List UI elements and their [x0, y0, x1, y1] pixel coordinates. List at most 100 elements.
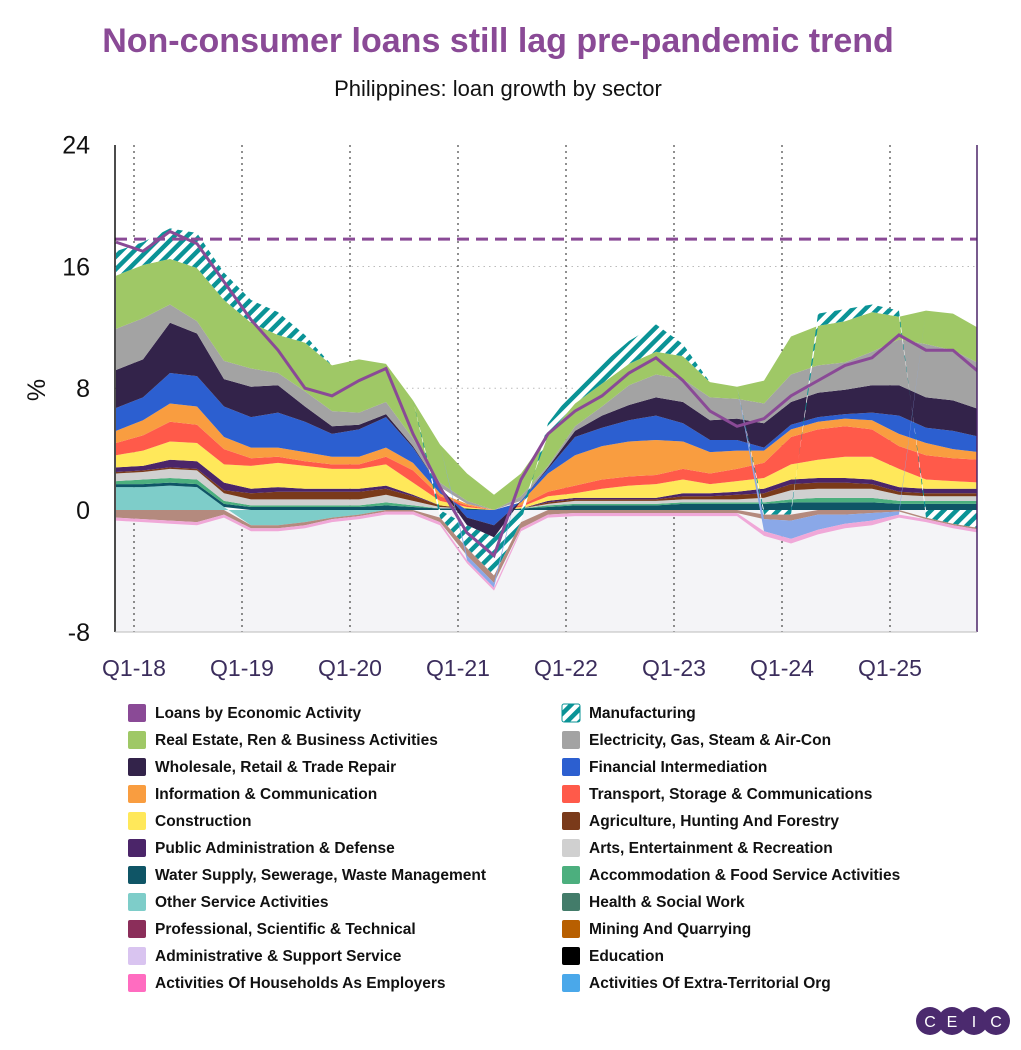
legend-item[interactable]: Water Supply, Sewerage, Waste Management: [128, 866, 486, 884]
legend-label: Activities Of Extra-Territorial Org: [589, 975, 831, 992]
legend-label: Mining And Quarrying: [589, 921, 751, 938]
legend-label: Financial Intermediation: [589, 759, 767, 776]
x-tick-label: Q1-23: [642, 655, 706, 681]
area-manufacturing: [116, 228, 977, 576]
legend-swatch: [128, 704, 146, 722]
legend-item[interactable]: Professional, Scientific & Technical: [128, 920, 416, 938]
logo-letter: C: [924, 1014, 936, 1031]
legend-swatch: [128, 893, 146, 911]
legend-swatch: [128, 758, 146, 776]
area-agriculture-hunting-and-forestry: [116, 467, 977, 510]
legend-item[interactable]: Administrative & Support Service: [128, 947, 402, 965]
legend-item[interactable]: Wholesale, Retail & Trade Repair: [128, 758, 396, 776]
legend-swatch: [562, 839, 580, 857]
x-tick-label: Q1-19: [210, 655, 274, 681]
legend-label: Arts, Entertainment & Recreation: [589, 840, 833, 857]
y-axis-label: %: [23, 379, 51, 401]
y-tick-label: 16: [62, 253, 90, 281]
y-tick-label: -8: [68, 619, 90, 647]
area-construction: [116, 441, 977, 510]
legend-item[interactable]: Activities Of Extra-Territorial Org: [562, 974, 831, 992]
area-electricity-gas-steam-air-con: [116, 304, 977, 510]
legend-item[interactable]: Electricity, Gas, Steam & Air-Con: [562, 731, 831, 749]
legend-item[interactable]: Agriculture, Hunting And Forestry: [562, 812, 839, 830]
y-tick-label: 8: [76, 375, 90, 403]
legend-swatch: [562, 947, 580, 965]
legend-label: Information & Communication: [155, 786, 377, 803]
legend-swatch: [128, 785, 146, 803]
legend-swatch: [128, 947, 146, 965]
x-tick-label: Q1-18: [102, 655, 166, 681]
legend-label: Wholesale, Retail & Trade Repair: [155, 759, 396, 776]
logo-circle: [960, 1007, 988, 1035]
legend-item[interactable]: Information & Communication: [128, 785, 377, 803]
legend-item[interactable]: Other Service Activities: [128, 893, 328, 911]
legend-swatch: [128, 839, 146, 857]
legend-item[interactable]: Health & Social Work: [562, 893, 745, 911]
legend-swatch: [562, 893, 580, 911]
legend-item[interactable]: Arts, Entertainment & Recreation: [562, 839, 833, 857]
logo-circle: [982, 1007, 1010, 1035]
legend-label: Electricity, Gas, Steam & Air-Con: [589, 732, 831, 749]
legend-swatch: [128, 920, 146, 938]
area-professional-scientific-technical: [116, 510, 977, 584]
line-loans-by-economic-activity: [115, 229, 977, 559]
legend-swatch: [562, 866, 580, 884]
legend-swatch: [562, 731, 580, 749]
legend-label: Accommodation & Food Service Activities: [589, 867, 900, 884]
legend-item[interactable]: Financial Intermediation: [562, 758, 767, 776]
legend-swatch: [562, 758, 580, 776]
legend-item[interactable]: Real Estate, Ren & Business Activities: [128, 731, 438, 749]
stacked-areas: [116, 228, 977, 591]
x-tick-label: Q1-20: [318, 655, 382, 681]
legend-swatch: [561, 703, 581, 723]
legend-label: Health & Social Work: [589, 894, 745, 911]
legend-label: Administrative & Support Service: [155, 948, 402, 965]
legend: Loans by Economic Activity Manufacturing R…: [128, 703, 900, 992]
legend-swatch: [562, 785, 580, 803]
area-transport-storage-communications: [116, 421, 977, 510]
legend-label: Public Administration & Defense: [155, 840, 395, 857]
legend-item[interactable]: Loans by Economic Activity: [128, 704, 362, 722]
area-wholesale-retail-trade-repair: [116, 322, 977, 538]
legend-item[interactable]: Education: [562, 947, 664, 965]
legend-item[interactable]: Construction: [128, 812, 251, 830]
logo-letter: E: [947, 1014, 958, 1031]
area-other-service-activities: [116, 485, 977, 526]
legend-item[interactable]: Manufacturing: [561, 703, 696, 723]
legend-item[interactable]: Public Administration & Defense: [128, 839, 395, 857]
legend-label: Education: [589, 948, 664, 965]
logo-letter: C: [990, 1014, 1002, 1031]
legend-label: Other Service Activities: [155, 894, 328, 911]
legend-label: Real Estate, Ren & Business Activities: [155, 732, 438, 749]
legend-item[interactable]: Activities Of Households As Employers: [128, 974, 446, 992]
x-ticks: Q1-18 Q1-19 Q1-20 Q1-21 Q1-22 Q1-23 Q1-24 Q1-25: [102, 655, 922, 681]
lines: [115, 229, 977, 559]
x-tick-label: Q1-22: [534, 655, 598, 681]
y-tick-label: 24: [62, 132, 90, 160]
legend-swatch: [128, 974, 146, 992]
area-real-estate-ren-business-activities: [116, 258, 977, 510]
legend-swatch: [562, 920, 580, 938]
area-water-supply-sewerage-waste-management: [116, 482, 977, 510]
legend-item[interactable]: Transport, Storage & Communications: [562, 785, 872, 803]
y-ticks: 24 16 8 0 -8: [62, 132, 90, 647]
logo-letter: I: [972, 1014, 976, 1031]
legend-label: Water Supply, Sewerage, Waste Management: [155, 867, 486, 884]
negative-region-bg: [115, 510, 977, 632]
legend-item[interactable]: Mining And Quarrying: [562, 920, 751, 938]
legend-label: Professional, Scientific & Technical: [155, 921, 416, 938]
chart-title: Non-consumer loans still lag pre-pandemi…: [102, 22, 894, 60]
legend-swatch: [128, 731, 146, 749]
legend-label: Loans by Economic Activity: [155, 705, 362, 722]
legend-swatch: [128, 866, 146, 884]
logo-circle: [916, 1007, 944, 1035]
logo-circle: [938, 1007, 966, 1035]
x-tick-label: Q1-25: [858, 655, 922, 681]
legend-item[interactable]: Accommodation & Food Service Activities: [562, 866, 900, 884]
y-tick-label: 0: [76, 497, 90, 525]
legend-label: Construction: [155, 813, 251, 830]
x-tick-label: Q1-21: [426, 655, 490, 681]
